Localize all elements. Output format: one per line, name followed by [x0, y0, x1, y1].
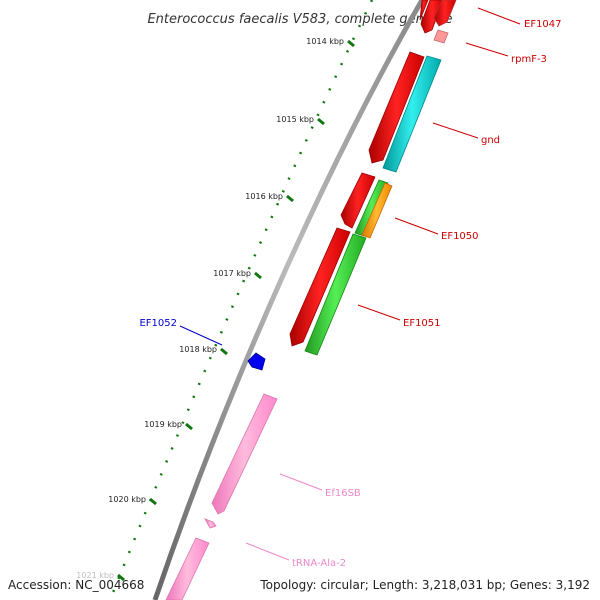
tick-label: 1014 kbp [306, 37, 344, 46]
major-tick [317, 117, 325, 126]
leader-line [432, 122, 479, 139]
tick-label: 1018 kbp [179, 345, 217, 354]
major-tick [220, 347, 228, 356]
cds-ef1051-outer[interactable] [304, 233, 367, 356]
gene-label-ef1051[interactable]: EF1051 [403, 318, 441, 329]
gene-label-trna-ala-2[interactable]: tRNA-Ala-2 [292, 558, 346, 569]
trna-ala-2[interactable] [204, 518, 217, 529]
gene-label-rpmf-3[interactable]: rpmF-3 [511, 54, 547, 65]
gene-labels: EF1047 rpmF-3 gnd EF1050 EF1051 EF1052 Ef16SB t… [139, 7, 562, 569]
minor-ticks [108, 0, 374, 600]
tick-label: 1015 kbp [276, 115, 314, 124]
tick-scale: 1014 kbp 1015 kbp 1016 kbp 1017 kbp 1018 kbp… [76, 0, 374, 600]
cds-ef1047-outer[interactable] [433, 0, 457, 27]
cds-ef1050-inner[interactable] [340, 172, 376, 229]
accession-label: Accession: NC_004668 [8, 578, 145, 592]
map-title: Enterococcus faecalis V583, complete gen… [147, 12, 452, 27]
leader-line [394, 217, 439, 235]
major-tick [254, 271, 262, 280]
cds-ef1050-orange[interactable] [361, 182, 393, 239]
cds-rpmf3-outer[interactable] [433, 29, 449, 44]
tick-label: 1019 kbp [144, 420, 182, 429]
gene-label-ef16sb[interactable]: Ef16SB [325, 488, 361, 499]
gene-label-ef1050[interactable]: EF1050 [441, 231, 479, 242]
major-tick [117, 573, 125, 582]
genome-backbone [152, 0, 425, 600]
cds-gnd-inner[interactable] [368, 51, 425, 164]
leader-line [279, 473, 323, 491]
genome-summary: Topology: circular; Length: 3,218,031 bp… [260, 578, 590, 592]
cds-rpmf3-inner[interactable] [419, 0, 429, 21]
major-tick [347, 39, 355, 48]
cds-ef1051-inner[interactable] [289, 227, 351, 347]
major-tick [149, 497, 157, 506]
cds-gnd-outer[interactable] [382, 55, 442, 173]
gene-label-ef1047[interactable]: EF1047 [524, 19, 562, 30]
tick-label: 1017 kbp [213, 269, 251, 278]
gene-label-ef1052[interactable]: EF1052 [139, 318, 177, 329]
major-tick [286, 194, 294, 203]
gene-label-gnd[interactable]: gnd [481, 135, 500, 146]
leader-line [477, 7, 521, 25]
tick-label: 1021 kbp [76, 571, 114, 580]
feature-track [165, 0, 457, 600]
leader-line [465, 42, 509, 57]
leader-line [357, 304, 401, 321]
rrna-ef16sb[interactable] [211, 393, 278, 515]
leader-line [245, 542, 290, 561]
cds-ef1047-inner[interactable] [420, 0, 444, 34]
leader-line [179, 325, 223, 346]
tick-label: 1020 kbp [108, 495, 146, 504]
rrna-next[interactable] [165, 537, 210, 600]
tick-label: 1016 kbp [245, 192, 283, 201]
major-tick [185, 422, 193, 431]
cds-ef1052[interactable] [247, 352, 266, 371]
